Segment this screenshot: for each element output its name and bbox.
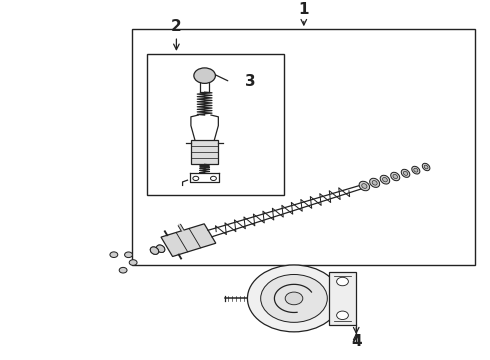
Text: 3: 3: [245, 75, 256, 90]
Circle shape: [129, 260, 137, 265]
Bar: [329, 272, 356, 325]
Ellipse shape: [156, 245, 165, 252]
Bar: [191, 140, 219, 164]
Ellipse shape: [403, 171, 408, 175]
Ellipse shape: [362, 184, 367, 188]
Text: 2: 2: [171, 19, 182, 35]
Bar: [132, 29, 475, 265]
Circle shape: [337, 277, 348, 286]
Circle shape: [124, 252, 132, 257]
Circle shape: [247, 265, 341, 332]
Ellipse shape: [391, 172, 400, 181]
Ellipse shape: [422, 163, 430, 171]
Bar: [147, 54, 284, 195]
Circle shape: [285, 292, 303, 305]
Text: 1: 1: [298, 2, 309, 17]
Ellipse shape: [414, 168, 418, 172]
Ellipse shape: [412, 166, 420, 174]
Circle shape: [261, 274, 327, 322]
Ellipse shape: [156, 245, 165, 252]
Ellipse shape: [401, 169, 410, 177]
Polygon shape: [161, 224, 216, 257]
Ellipse shape: [383, 177, 387, 182]
Ellipse shape: [150, 247, 159, 255]
Ellipse shape: [150, 247, 159, 255]
Circle shape: [193, 176, 199, 180]
Ellipse shape: [393, 174, 397, 179]
Circle shape: [211, 176, 217, 180]
Ellipse shape: [380, 175, 390, 184]
Circle shape: [119, 267, 127, 273]
Circle shape: [110, 252, 118, 257]
Ellipse shape: [369, 178, 380, 188]
Ellipse shape: [424, 165, 428, 169]
Circle shape: [337, 311, 348, 320]
Circle shape: [194, 68, 216, 84]
Text: 4: 4: [351, 334, 362, 350]
Ellipse shape: [372, 181, 377, 185]
Ellipse shape: [359, 181, 369, 191]
